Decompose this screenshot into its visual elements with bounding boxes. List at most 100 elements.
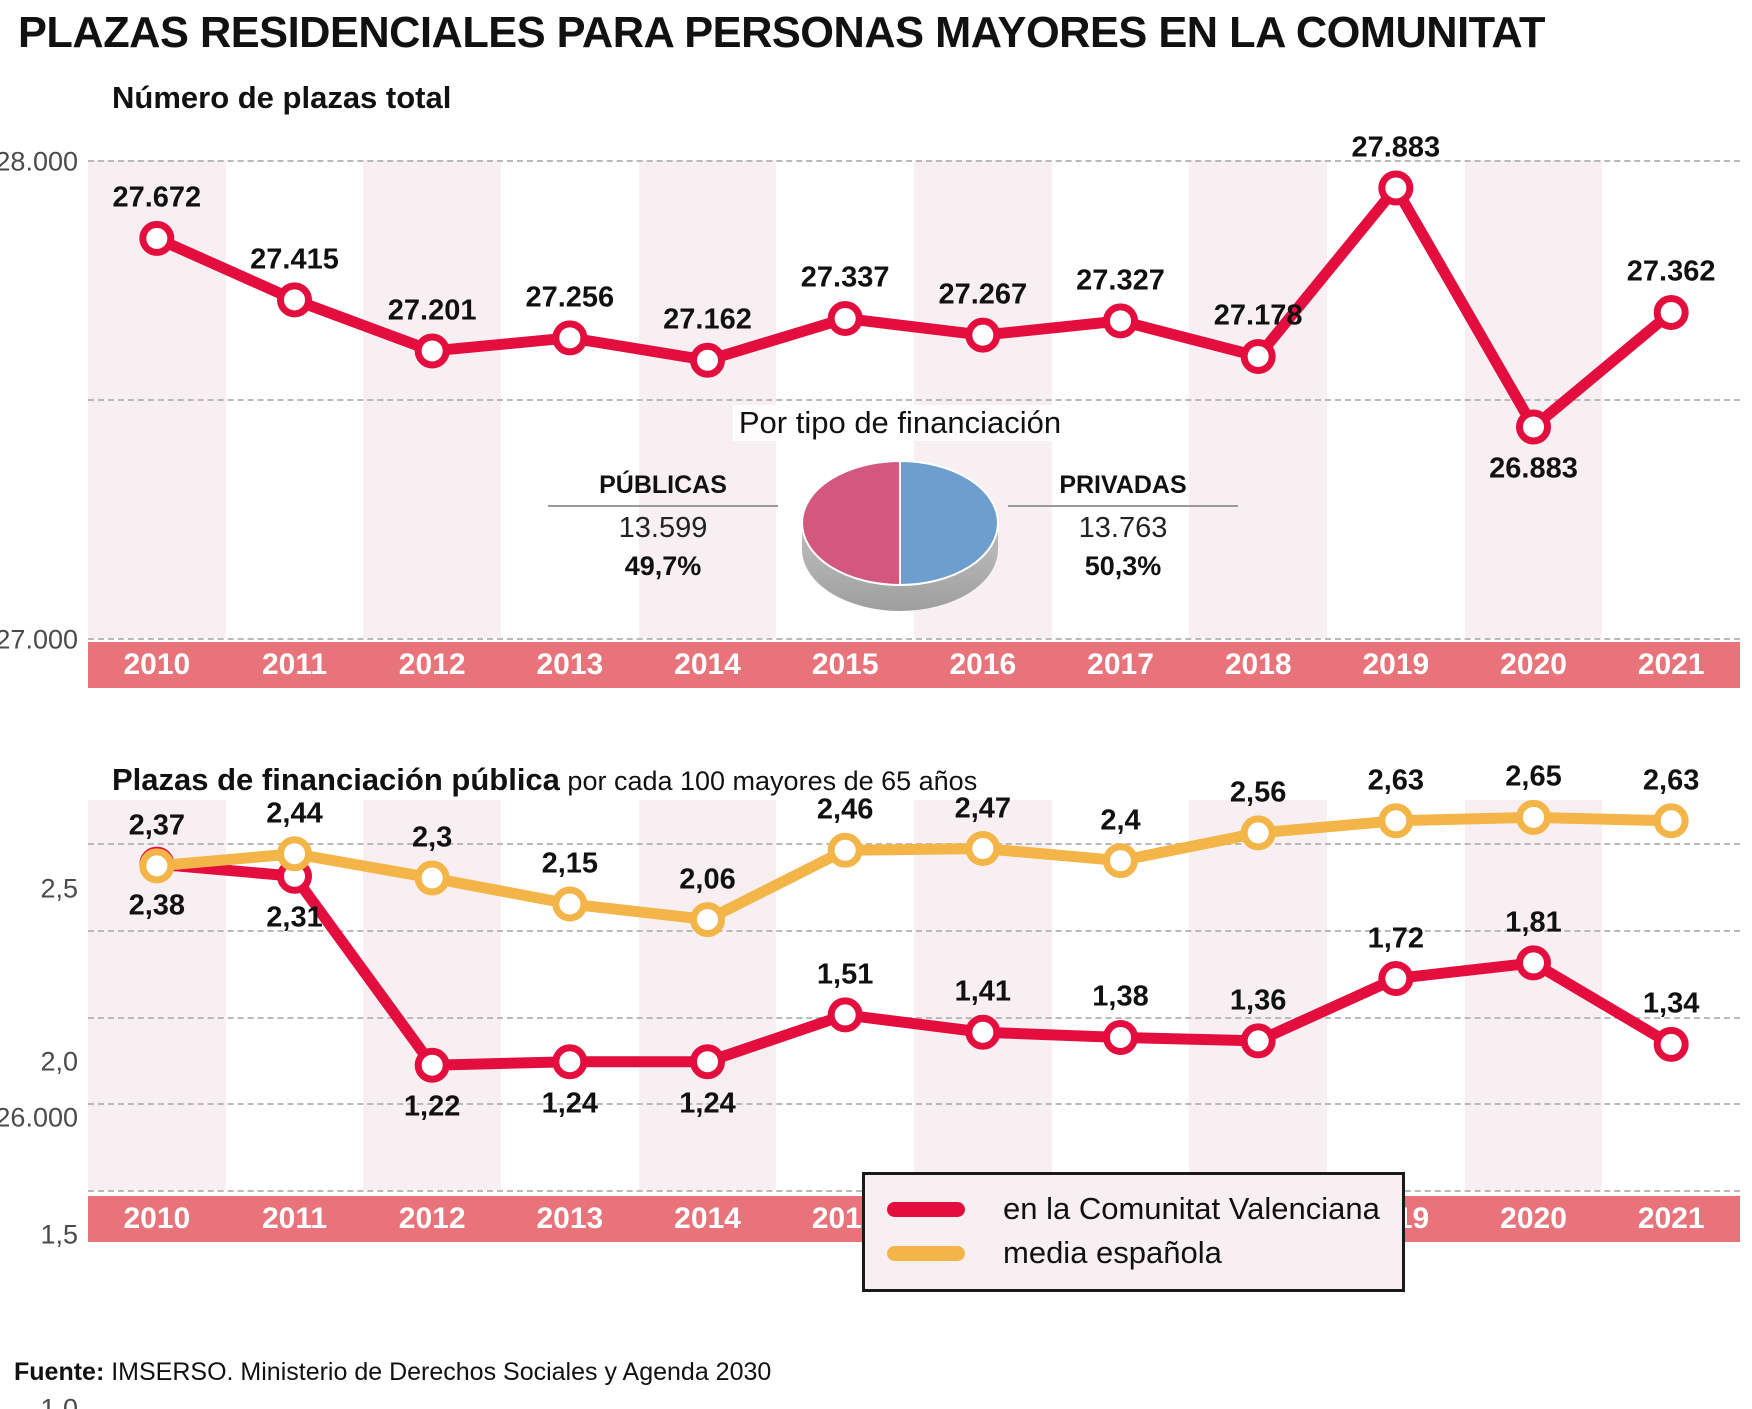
data-label: 1,24 xyxy=(679,1087,736,1120)
chart1-year-axis: 2010 2011 2012 2013 2014 2015 2016 2017 2018 2019… xyxy=(88,642,1740,688)
data-label: 27.362 xyxy=(1626,255,1716,288)
data-point xyxy=(827,832,863,868)
chart-series-layer xyxy=(139,799,1689,1083)
y-axis-tick: 2,5 xyxy=(40,873,78,904)
year-tick-2010: 2010 xyxy=(123,1202,191,1235)
year-tick-2014: 2014 xyxy=(674,648,741,681)
chart2-subtitle-light: por cada 100 mayores de 65 años xyxy=(559,766,978,796)
y-axis-tick: 1,0 xyxy=(40,1393,78,1409)
data-label: 27.162 xyxy=(663,303,752,336)
pie-publicas-value: 13.599 xyxy=(618,512,708,544)
data-label: 27.256 xyxy=(525,281,615,314)
data-point xyxy=(965,831,1001,867)
page-title: PLAZAS RESIDENCIALES PARA PERSONAS MAYOR… xyxy=(18,8,1545,57)
series-line xyxy=(151,182,1677,433)
data-point xyxy=(1378,803,1414,839)
data-label: 1,36 xyxy=(1229,984,1287,1017)
data-point xyxy=(1103,1019,1138,1055)
data-point xyxy=(552,320,588,356)
data-label: 27.415 xyxy=(250,243,339,276)
data-point xyxy=(1516,945,1551,981)
pie-chart-financiacion: Por tipo de financiación PÚBLICAS 13.599… xyxy=(548,405,1238,615)
source-label: Fuente: xyxy=(14,1358,105,1386)
data-label: 2,65 xyxy=(1505,760,1562,793)
data-label: 2,46 xyxy=(816,793,874,826)
data-label: 2,44 xyxy=(266,797,323,830)
data-label: 2,63 xyxy=(1367,764,1425,797)
data-label: 27.337 xyxy=(800,261,890,294)
year-tick-2020: 2020 xyxy=(1500,1202,1567,1235)
data-label: 1,51 xyxy=(816,958,874,991)
data-label: 2,15 xyxy=(541,847,599,880)
data-point xyxy=(1240,338,1276,374)
data-label: 1,34 xyxy=(1642,987,1700,1020)
year-tick-2015: 2015 xyxy=(811,648,879,681)
data-label: 27.267 xyxy=(938,278,1028,311)
legend-label-media: media española xyxy=(1003,1235,1222,1270)
pie-privadas-caption: PRIVADAS xyxy=(1008,471,1238,507)
chart2-subtitle: Plazas de financiación pública por cada … xyxy=(112,762,977,798)
data-point xyxy=(414,1047,450,1083)
data-label: 1,22 xyxy=(403,1090,461,1123)
data-point xyxy=(277,836,312,872)
data-point xyxy=(1103,303,1138,339)
data-point xyxy=(414,860,450,896)
data-label: 2,47 xyxy=(954,792,1012,825)
data-label: 27.201 xyxy=(387,294,477,327)
y-axis-tick: 2,0 xyxy=(40,1046,78,1077)
data-point xyxy=(690,1044,725,1080)
legend-swatch-yellow xyxy=(887,1245,965,1261)
legend-swatch-red xyxy=(887,1201,965,1217)
data-point xyxy=(1240,815,1276,851)
series-line xyxy=(151,811,1677,926)
year-tick-2011: 2011 xyxy=(261,1202,328,1235)
chart2-subtitle-bold: Plazas de financiación pública xyxy=(112,762,560,797)
pie-publicas-percent: 49,7% xyxy=(624,551,702,581)
data-point xyxy=(414,333,450,369)
gridline: 27.000 xyxy=(0,399,1740,655)
gridline: 28.000 xyxy=(0,147,1740,177)
gridline: 1,0 xyxy=(40,1103,1740,1409)
source-note: Fuente: IMSERSO. Ministerio de Derechos … xyxy=(14,1358,771,1387)
data-point xyxy=(552,886,588,922)
data-point xyxy=(1653,294,1689,330)
data-point xyxy=(827,997,863,1033)
data-label: 2,31 xyxy=(266,901,323,934)
year-tick-2011: 2011 xyxy=(261,648,328,681)
year-tick-2012: 2012 xyxy=(398,648,466,681)
data-point xyxy=(690,902,725,938)
chart2-plot-area: 0,51,01,52,02,52,382,311,221,241,241,511… xyxy=(40,761,1740,1409)
year-tick-2013: 2013 xyxy=(536,648,604,681)
data-label: 2,63 xyxy=(1642,764,1700,797)
data-label: 2,06 xyxy=(679,863,736,896)
source-text: IMSERSO. Ministerio de Derechos Sociales… xyxy=(104,1358,772,1386)
year-tick-2021: 2021 xyxy=(1637,1202,1705,1235)
data-label: 27.672 xyxy=(112,181,202,214)
data-point xyxy=(1378,170,1414,206)
data-label: 27.178 xyxy=(1213,299,1303,332)
data-label: 1,72 xyxy=(1367,922,1425,955)
gridline: 26.000 xyxy=(0,638,1740,1133)
data-point xyxy=(1378,961,1414,997)
data-label: 27.327 xyxy=(1076,264,1165,297)
data-label: 1,38 xyxy=(1092,980,1149,1013)
data-label: 2,3 xyxy=(411,821,453,854)
pie-publicas-caption: PÚBLICAS xyxy=(548,471,778,507)
year-tick-2013: 2013 xyxy=(536,1202,604,1235)
chart-series-layer xyxy=(139,170,1689,445)
y-axis-tick: 1,5 xyxy=(40,1219,78,1250)
pie-graphic xyxy=(801,459,999,611)
year-tick-2016: 2016 xyxy=(949,648,1017,681)
data-point xyxy=(139,848,175,884)
data-point xyxy=(552,1044,588,1080)
chart-total-plazas: 26.000 27.000 28.000 27.672 27.415 27.201 27.2… xyxy=(0,130,1752,1133)
chart-plazas-publicas: 0,51,01,52,02,52,382,311,221,241,241,511… xyxy=(0,761,1752,1409)
data-point xyxy=(1103,843,1138,879)
data-point xyxy=(277,282,312,318)
chart-band xyxy=(638,800,777,1190)
pie-slice-privadas: PRIVADAS 13.763 50,3% xyxy=(1008,471,1238,582)
pie-slice-publicas: PÚBLICAS 13.599 49,7% xyxy=(548,471,778,582)
year-tick-2021: 2021 xyxy=(1637,648,1705,681)
data-label: 2,38 xyxy=(128,889,186,922)
year-tick-2019: 2019 xyxy=(1362,648,1430,681)
